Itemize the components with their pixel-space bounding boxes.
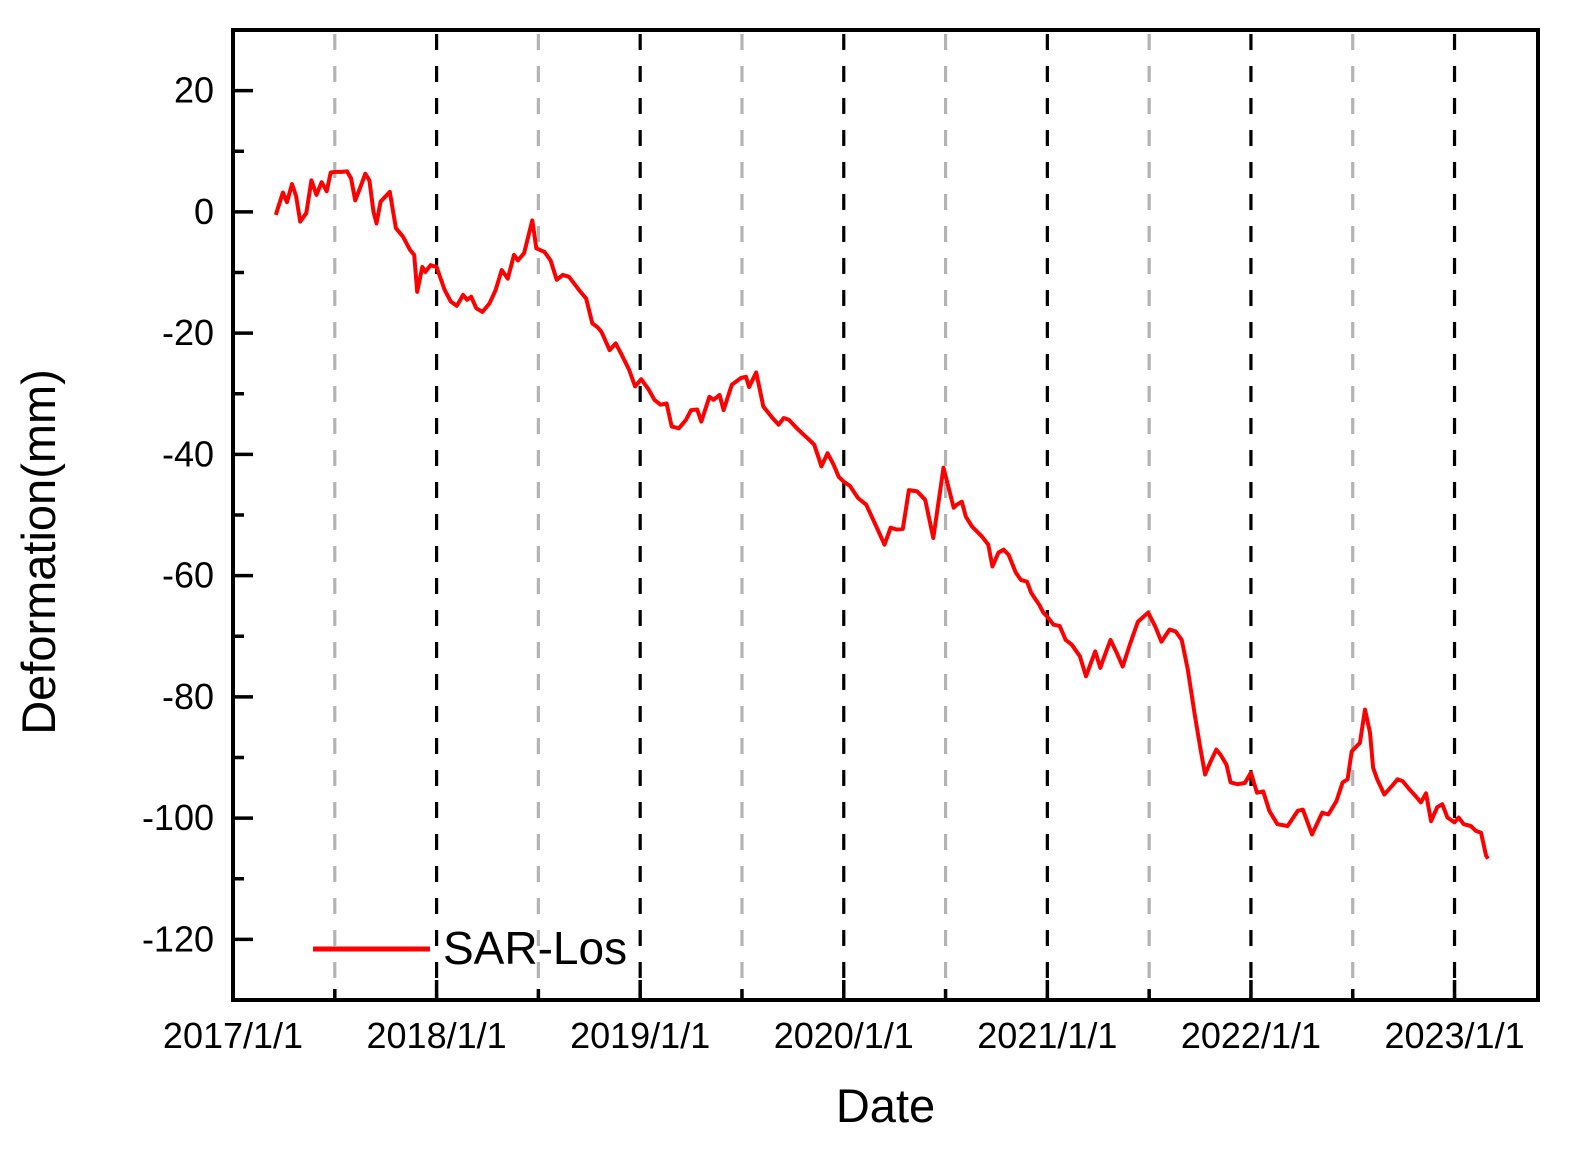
- x-tick-label: 2018/1/1: [367, 1015, 507, 1056]
- y-tick-label: -80: [162, 676, 214, 717]
- y-tick-label: -20: [162, 312, 214, 353]
- y-tick-label: 0: [194, 191, 214, 232]
- y-tick-label: -40: [162, 433, 214, 474]
- x-tick-label: 2017/1/1: [163, 1015, 303, 1056]
- x-tick-label: 2019/1/1: [570, 1015, 710, 1056]
- y-axis-title: Deformation(mm): [12, 369, 65, 735]
- x-tick-label: 2023/1/1: [1384, 1015, 1524, 1056]
- y-tick-label: -100: [142, 797, 214, 838]
- series-line-sar-los: [273, 169, 1490, 860]
- x-tick-label: 2022/1/1: [1181, 1015, 1321, 1056]
- y-tick-label: -120: [142, 918, 214, 959]
- plot-border: [231, 28, 1540, 1002]
- x-tick-label: 2021/1/1: [977, 1015, 1117, 1056]
- legend-label: SAR-Los: [443, 922, 627, 974]
- y-tick-label: -60: [162, 555, 214, 596]
- y-tick-label: 20: [174, 70, 214, 111]
- x-axis-title: Date: [836, 1079, 935, 1132]
- x-tick-label: 2020/1/1: [774, 1015, 914, 1056]
